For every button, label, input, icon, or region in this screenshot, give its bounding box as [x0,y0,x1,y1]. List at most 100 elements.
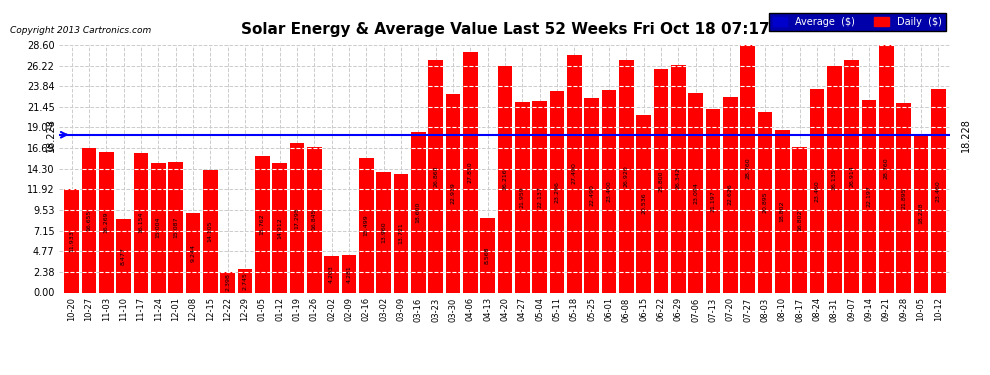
Text: 21.197: 21.197 [711,190,716,211]
Bar [775,130,790,292]
Bar [134,153,148,292]
Text: 18.228: 18.228 [961,118,971,152]
Bar [688,93,703,292]
Text: 26.216: 26.216 [502,168,508,190]
Text: 18.802: 18.802 [780,200,785,222]
Text: 8.477: 8.477 [121,247,126,265]
Bar [498,66,512,292]
Bar [185,213,200,292]
Bar [429,60,443,292]
Text: 26.135: 26.135 [832,169,837,190]
Text: 23.400: 23.400 [607,180,612,202]
Text: 27.490: 27.490 [572,163,577,184]
Bar [637,115,651,292]
Bar [463,52,477,292]
Text: 28.760: 28.760 [745,157,750,179]
Bar [549,91,564,292]
Bar [99,152,114,292]
Bar [741,44,755,292]
Bar [411,132,426,292]
Text: 22.137: 22.137 [537,186,543,208]
Text: 22.197: 22.197 [866,186,871,207]
Title: Solar Energy & Average Value Last 52 Weeks Fri Oct 18 07:17: Solar Energy & Average Value Last 52 Wee… [241,22,769,37]
Text: 21.959: 21.959 [520,187,525,209]
Bar [584,98,599,292]
Bar [706,109,721,292]
Text: 25.800: 25.800 [658,170,663,192]
Text: 27.810: 27.810 [467,161,473,183]
Text: 15.087: 15.087 [173,216,178,238]
Text: 15.004: 15.004 [155,217,160,238]
Text: 2.745: 2.745 [243,272,248,290]
Bar [393,174,408,292]
Text: 26.860: 26.860 [433,165,438,187]
Bar [723,97,738,292]
Text: 11.933: 11.933 [69,230,74,252]
Text: 16.802: 16.802 [797,209,802,231]
Bar [480,218,495,292]
Text: 22.919: 22.919 [450,182,455,204]
Text: 14.912: 14.912 [277,217,282,239]
Bar [150,163,165,292]
Bar [289,143,304,292]
Bar [879,44,894,292]
Text: 17.295: 17.295 [294,207,299,228]
Text: 21.895: 21.895 [901,187,906,209]
Text: 16.269: 16.269 [104,211,109,233]
Bar [64,189,79,292]
Text: 20.895: 20.895 [762,191,767,213]
Text: 18.228: 18.228 [46,118,55,152]
Bar [307,147,322,292]
Bar [896,103,911,292]
Bar [861,100,876,292]
Text: 18.228: 18.228 [919,203,924,225]
Bar [931,90,945,292]
Bar [653,69,668,292]
Text: 4.203: 4.203 [329,266,334,283]
Bar [254,156,269,292]
Bar [203,170,218,292]
Bar [844,60,859,292]
Bar [533,101,546,292]
Text: 14.105: 14.105 [208,221,213,242]
Text: 26.914: 26.914 [849,165,854,187]
Text: 18.600: 18.600 [416,201,421,223]
Bar [827,66,842,292]
Text: 9.244: 9.244 [190,243,195,261]
Bar [792,147,807,292]
Text: 26.342: 26.342 [676,168,681,189]
Text: 15.499: 15.499 [363,214,368,236]
Bar [324,256,339,292]
Legend: Average  ($), Daily  ($): Average ($), Daily ($) [769,13,945,30]
Bar [238,269,252,292]
Text: 13.721: 13.721 [398,222,403,244]
Bar [446,94,460,292]
Text: 8.568: 8.568 [485,247,490,264]
Text: 2.398: 2.398 [225,273,230,291]
Text: 23.296: 23.296 [554,181,559,203]
Bar [602,90,616,292]
Bar [81,148,96,292]
Bar [619,60,634,292]
Bar [116,219,131,292]
Text: 22.490: 22.490 [589,184,594,206]
Text: 28.760: 28.760 [884,157,889,179]
Bar [342,255,356,292]
Text: 23.460: 23.460 [815,180,820,202]
Text: 15.762: 15.762 [259,213,264,235]
Text: 16.154: 16.154 [139,212,144,233]
Bar [376,172,391,292]
Bar [168,162,183,292]
Text: 16.655: 16.655 [86,210,91,231]
Bar [358,158,373,292]
Text: 13.960: 13.960 [381,221,386,243]
Bar [914,135,929,292]
Text: 16.845: 16.845 [312,209,317,230]
Text: Copyright 2013 Cartronics.com: Copyright 2013 Cartronics.com [10,26,151,35]
Text: 23.094: 23.094 [693,182,698,204]
Bar [220,272,235,292]
Bar [810,90,825,292]
Text: 4.281: 4.281 [346,265,351,283]
Bar [515,102,530,292]
Bar [757,112,772,292]
